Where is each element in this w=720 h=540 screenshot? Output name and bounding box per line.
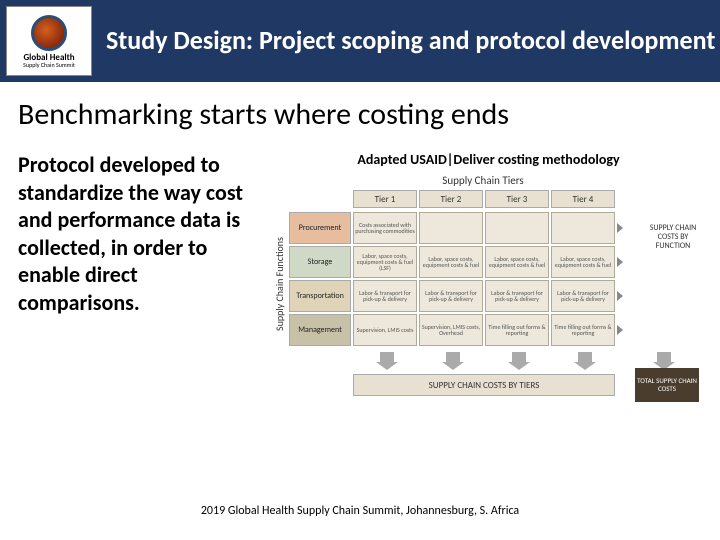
- down-arrows-row: [355, 352, 617, 362]
- logo-icon: [31, 15, 67, 51]
- arrow-down-icon: [657, 352, 671, 362]
- arrow-down-icon: [421, 352, 485, 362]
- matrix-cell: [419, 212, 483, 244]
- arrow-right-icon: [617, 257, 623, 267]
- logo-sub-text: Supply Chain Summit: [23, 62, 75, 68]
- diagram-panel: Adapted USAID|Deliver costing methodolog…: [273, 151, 704, 424]
- tier-header: Tier 2: [419, 190, 483, 208]
- matrix-cell: Supervision, LMIS costs: [353, 314, 417, 346]
- total-cost-box: TOTAL SUPPLY CHAIN COSTS: [635, 368, 699, 402]
- tier-header: Tier 1: [353, 190, 417, 208]
- body-paragraph: Protocol developed to standardize the wa…: [18, 151, 263, 424]
- matrix-cell: Time filling out forms & reporting: [485, 314, 549, 346]
- matrix-cell: Labor, space costs, equipment costs & fu…: [419, 246, 483, 278]
- matrix-cell: Labor & transport for pick-up & delivery: [485, 280, 549, 312]
- matrix-row: Management Supervision, LMIS costs Super…: [289, 314, 623, 346]
- row-header: Transportation: [289, 280, 351, 312]
- matrix-cell: Labor, space costs, equipment costs & fu…: [485, 246, 549, 278]
- matrix-cell: Costs associated with purchasing commodi…: [353, 212, 417, 244]
- arrow-right-icon: [617, 223, 623, 233]
- arrow-right-icon: [617, 291, 623, 301]
- matrix-row: Transportation Labor & transport for pic…: [289, 280, 623, 312]
- tier-header-row: Tier 1 Tier 2 Tier 3 Tier 4: [353, 190, 615, 208]
- matrix-cell: [551, 212, 615, 244]
- row-header: Procurement: [289, 212, 351, 244]
- matrix-cell: Time filling out forms & reporting: [551, 314, 615, 346]
- arrow-down-icon: [355, 352, 419, 362]
- arrow-down-icon: [487, 352, 551, 362]
- tier-cost-bar: SUPPLY CHAIN COSTS BY TIERS: [353, 374, 615, 396]
- tier-header: Tier 4: [551, 190, 615, 208]
- matrix-cell: Labor & transport for pick-up & delivery: [419, 280, 483, 312]
- slide-subtitle: Benchmarking starts where costing ends: [0, 82, 720, 143]
- matrix-cell: Labor, space costs, equipment costs & fu…: [353, 246, 417, 278]
- logo: Global Health Supply Chain Summit: [6, 6, 92, 76]
- slide-header: Global Health Supply Chain Summit Study …: [0, 0, 720, 82]
- matrix-cell: [485, 212, 549, 244]
- content-area: Protocol developed to standardize the wa…: [0, 143, 720, 424]
- slide-title: Study Design: Project scoping and protoc…: [106, 25, 715, 56]
- matrix-cell: Labor & transport for pick-up & delivery: [551, 280, 615, 312]
- arrow-down-icon: [553, 352, 617, 362]
- arrow-right-icon: [617, 325, 623, 335]
- functions-axis-title: Supply Chain Functions: [273, 214, 287, 354]
- matrix-row: Storage Labor, space costs, equipment co…: [289, 246, 623, 278]
- matrix-cell: Labor & transport for pick-up & delivery: [353, 280, 417, 312]
- tier-header: Tier 3: [485, 190, 549, 208]
- matrix-rows: Procurement Costs associated with purcha…: [289, 212, 623, 348]
- matrix-cell: Supervision, LMIS costs, Overhead: [419, 314, 483, 346]
- slide-footer: 2019 Global Health Supply Chain Summit, …: [0, 504, 720, 518]
- diagram-caption: Adapted USAID|Deliver costing methodolog…: [273, 151, 704, 168]
- tiers-axis-title: Supply Chain Tiers: [353, 174, 613, 187]
- row-header: Storage: [289, 246, 351, 278]
- costing-matrix-diagram: Supply Chain Tiers Tier 1 Tier 2 Tier 3 …: [273, 174, 703, 424]
- matrix-row: Procurement Costs associated with purcha…: [289, 212, 623, 244]
- row-header: Management: [289, 314, 351, 346]
- function-cost-label: SUPPLY CHAIN COSTS BY FUNCTION: [643, 224, 703, 250]
- matrix-cell: Labor, space costs, equipment costs & fu…: [551, 246, 615, 278]
